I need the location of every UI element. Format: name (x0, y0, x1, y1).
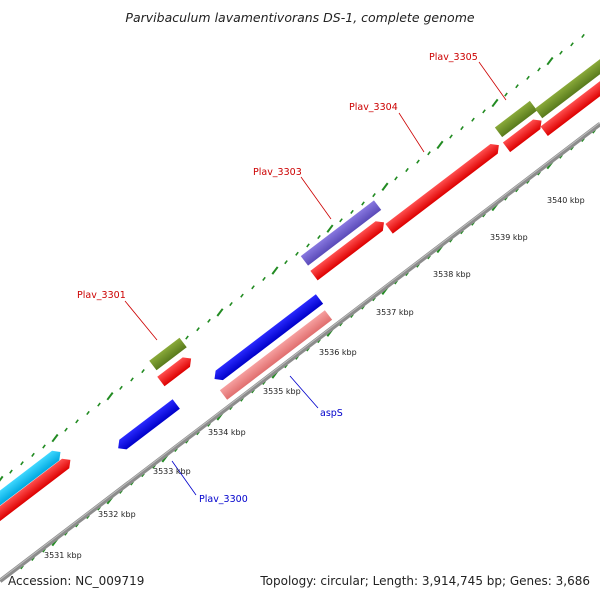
leader-plav-3305 (478, 61, 507, 101)
minor-tick (504, 92, 508, 97)
minor-tick (251, 285, 255, 290)
minor-tick (449, 134, 453, 139)
gene-bar-blue-large[interactable] (211, 294, 324, 384)
label-leaders (124, 61, 507, 496)
gene-label-plav-3305[interactable]: Plav_3305 (429, 52, 478, 63)
tick-label: 3534 kbp (208, 428, 246, 437)
minor-tick (317, 234, 321, 240)
major-tick (106, 392, 114, 401)
minor-tick (130, 377, 134, 382)
gene-label-plav-3301[interactable]: Plav_3301 (77, 290, 126, 301)
major-tick (546, 56, 554, 66)
gene-bar-green-right[interactable] (534, 57, 600, 119)
leader-plav-3300 (171, 460, 197, 496)
minor-tick (350, 209, 354, 214)
gene-bar-plav-3305[interactable] (494, 100, 538, 138)
minor-tick (559, 50, 563, 55)
tick-label: 3531 kbp (44, 551, 82, 560)
minor-tick (284, 260, 288, 265)
cds-bar-plav-3301[interactable] (157, 354, 194, 387)
major-tick (326, 224, 334, 233)
tick-label: 3537 kbp (376, 308, 414, 317)
map-title: Parvibaculum lavamentivorans DS-1, compl… (125, 10, 474, 25)
minor-tick (185, 335, 189, 340)
minor-tick (229, 301, 233, 307)
major-tick (0, 475, 4, 482)
tick-label: 3539 kbp (490, 233, 528, 242)
gene-labels: Plav_3301 Plav_3303 Plav_3304 Plav_3305 … (77, 52, 478, 505)
minor-tick (427, 151, 431, 156)
minor-tick (31, 452, 35, 457)
tick-label: 3535 kbp (263, 387, 301, 396)
tick-label: 3533 kbp (153, 467, 191, 476)
major-tick (436, 140, 444, 150)
minor-tick (86, 410, 90, 416)
minor-tick (394, 176, 398, 181)
gene-bar-aspS[interactable] (219, 310, 333, 400)
tick-label: 3532 kbp (98, 510, 136, 519)
gene-bar-cyan[interactable] (0, 447, 64, 509)
minor-tick (482, 109, 486, 114)
minor-tick (64, 427, 68, 432)
major-tick (381, 182, 389, 191)
minor-tick (75, 419, 79, 424)
major-tick (271, 266, 279, 275)
gene-label-plav-3304[interactable]: Plav_3304 (349, 102, 398, 113)
tick-label: 3540 kbp (547, 196, 585, 205)
gene-label-plav-3303[interactable]: Plav_3303 (253, 167, 302, 178)
minor-tick (306, 243, 310, 248)
genome-backbone (0, 122, 600, 583)
gene-bar-plav-3303[interactable] (300, 200, 382, 266)
cds-bar-plav-3303[interactable] (310, 218, 387, 281)
minor-tick (372, 193, 376, 198)
minor-tick (416, 159, 420, 164)
gene-bar-plav-3301[interactable] (149, 337, 187, 371)
leader-aspS (289, 375, 319, 409)
genome-summary-text: Topology: circular; Length: 3,914,745 bp… (259, 574, 590, 588)
accession-text: Accession: NC_009719 (8, 574, 144, 588)
gene-label-plav-3300[interactable]: Plav_3300 (199, 494, 248, 505)
cds-bar-plav-3304[interactable] (385, 140, 502, 234)
major-tick (491, 98, 499, 108)
minor-tick (97, 402, 101, 407)
minor-tick (207, 318, 211, 323)
minor-tick (537, 67, 541, 72)
minor-tick (460, 126, 464, 131)
minor-tick (240, 293, 244, 298)
minor-tick (405, 167, 409, 173)
minor-tick (9, 469, 13, 474)
minor-tick (141, 369, 145, 374)
leader-plav-3303 (300, 176, 332, 220)
leader-plav-3304 (398, 112, 425, 153)
major-tick (216, 308, 224, 317)
leader-plav-3301 (124, 300, 158, 341)
gene-bars (0, 57, 600, 525)
genome-backbone-highlight (0, 122, 600, 580)
gene-bar-plav-3300[interactable] (115, 399, 180, 453)
cds-bar-red-left[interactable] (0, 455, 74, 525)
minor-tick (196, 327, 200, 332)
minor-tick (339, 218, 343, 223)
cds-bar-plav-3305[interactable] (502, 116, 545, 153)
minor-tick (515, 84, 519, 89)
tick-label: 3538 kbp (433, 270, 471, 279)
minor-tick (570, 42, 574, 47)
minor-tick (20, 461, 24, 466)
tick-labels: 3531 kbp 3532 kbp 3533 kbp 3534 kbp 3535… (44, 196, 585, 560)
minor-tick (262, 276, 266, 281)
tick-label: 3536 kbp (319, 348, 357, 357)
minor-tick (581, 33, 585, 39)
minor-tick (471, 117, 475, 122)
minor-tick (526, 75, 530, 80)
minor-tick (119, 385, 123, 390)
gene-label-aspS[interactable]: aspS (320, 408, 343, 419)
major-tick (51, 433, 59, 443)
minor-tick (361, 201, 365, 206)
tick-row-upper (0, 33, 585, 482)
minor-tick (295, 251, 299, 256)
cds-bar-red-right[interactable] (540, 77, 600, 137)
minor-tick (42, 444, 46, 449)
